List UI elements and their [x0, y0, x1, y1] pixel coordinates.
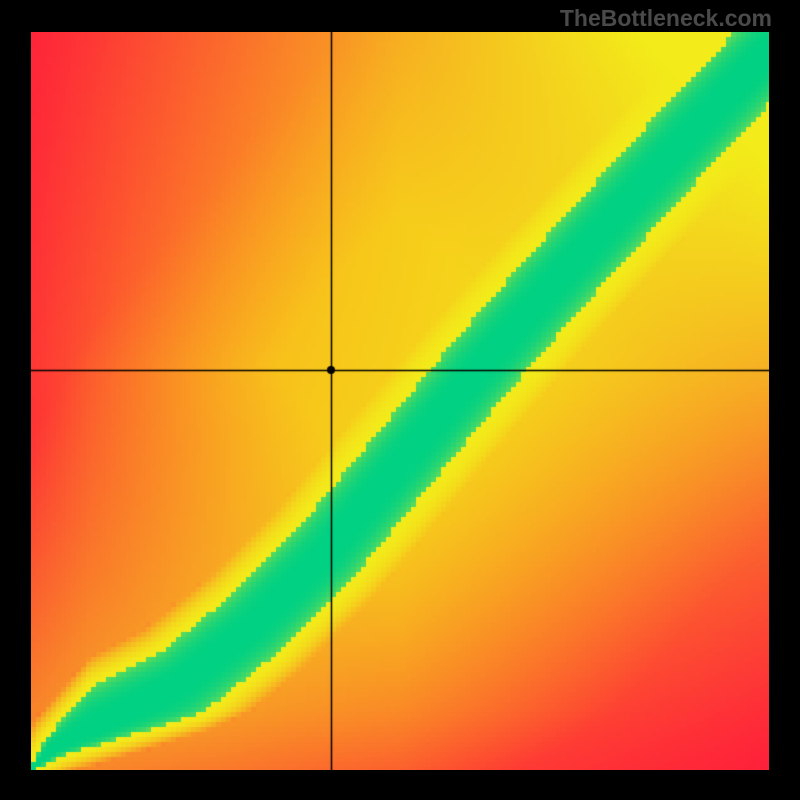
chart-container: TheBottleneck.com	[0, 0, 800, 800]
bottleneck-heatmap	[31, 32, 769, 770]
watermark-text: TheBottleneck.com	[560, 5, 772, 32]
